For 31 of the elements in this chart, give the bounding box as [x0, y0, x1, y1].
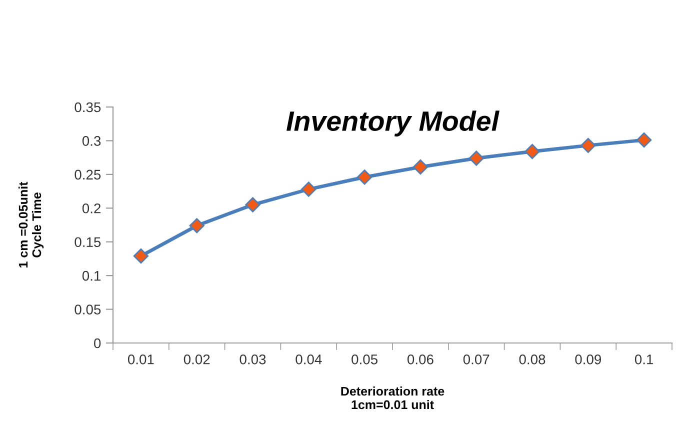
point — [468, 150, 484, 166]
y-tick-label: 0 — [94, 338, 101, 348]
x-tick-label: 0.06 — [407, 354, 434, 364]
x-tick-label: 0.04 — [296, 354, 322, 364]
point — [301, 182, 316, 197]
x-tick-label: 0.1 — [634, 354, 654, 364]
x-tick-label: 0.03 — [240, 354, 266, 364]
point — [580, 138, 596, 154]
y-tick-label: 0.15 — [74, 237, 101, 248]
y-tick-label: 0.1 — [82, 270, 101, 281]
y-axis-title: 1 cm =0.05unit Cycle Time — [18, 182, 44, 268]
x-tick-label: 0.09 — [575, 354, 602, 364]
point — [356, 170, 372, 185]
x-tick-label: 0.01 — [128, 354, 154, 364]
point — [524, 144, 540, 160]
y-tick-label: 0.3 — [82, 136, 101, 146]
point — [412, 159, 428, 175]
point — [133, 248, 149, 264]
y-tick-label: 0.25 — [74, 170, 101, 180]
y-tick-label: 0.2 — [82, 203, 100, 214]
point — [189, 218, 204, 234]
x-axis-title: Deterioration rate 1cm=0.01 unit — [341, 386, 444, 410]
x-tick-label: 0.07 — [463, 354, 490, 364]
y-tick-label: 0.35 — [74, 102, 101, 112]
x-tick-label: 0.08 — [519, 354, 546, 364]
point — [636, 132, 652, 148]
chart-title: Inventory Model — [286, 110, 500, 136]
point — [245, 197, 260, 212]
y-tick-label: 0.05 — [74, 304, 101, 314]
x-tick-label: 0.02 — [184, 354, 210, 364]
x-tick-label: 0.05 — [352, 354, 378, 364]
